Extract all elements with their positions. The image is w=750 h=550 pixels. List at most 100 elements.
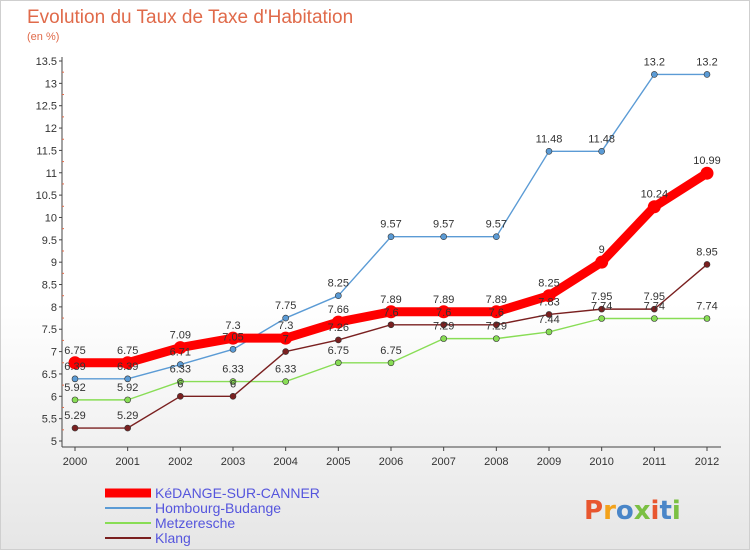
legend-label: Hombourg-Budange [155, 500, 281, 516]
data-point [595, 255, 609, 269]
data-label: 5.92 [64, 382, 85, 394]
y-tick-label: 11.5 [36, 145, 57, 157]
x-tick-label: 2012 [695, 456, 719, 468]
data-label: 7.3 [278, 320, 293, 332]
data-label: 6.39 [117, 361, 138, 373]
data-label: 6.39 [64, 361, 85, 373]
data-point [651, 305, 658, 313]
data-label: 6.75 [380, 345, 401, 357]
y-tick-label: 6.5 [42, 369, 57, 381]
data-point [387, 359, 395, 367]
y-tick-label: 11 [46, 168, 57, 180]
y-tick-label: 10.5 [36, 190, 57, 202]
data-label: 7.29 [486, 321, 507, 333]
data-point [71, 396, 79, 404]
x-tick-label: 2000 [63, 456, 87, 468]
data-point [542, 289, 556, 303]
data-label: 7.75 [275, 300, 296, 312]
data-point [71, 375, 79, 383]
y-tick-label: 9.5 [42, 235, 57, 247]
data-label: 8.25 [538, 278, 559, 290]
y-tick-label: 7 [51, 347, 57, 359]
data-point [282, 314, 289, 322]
data-label: 13.2 [696, 56, 717, 68]
data-label: 7.3 [225, 320, 240, 332]
y-tick-label: 8 [51, 302, 57, 314]
x-tick-label: 2009 [537, 456, 561, 468]
data-label: 7.29 [433, 321, 454, 333]
data-point [440, 233, 447, 240]
data-label: 5.29 [64, 410, 85, 422]
data-point [124, 375, 131, 383]
legend-label: Metzeresche [155, 515, 235, 531]
y-tick-label: 13.5 [36, 56, 57, 68]
legend-label: Klang [155, 530, 191, 546]
data-point [440, 321, 447, 329]
data-point [700, 166, 714, 180]
y-tick-label: 6 [51, 391, 57, 403]
data-label: 6 [177, 378, 183, 390]
data-point [651, 71, 658, 78]
data-point [177, 392, 184, 400]
x-tick-label: 2008 [484, 456, 508, 468]
data-point [384, 305, 398, 319]
data-point [437, 305, 451, 319]
data-label: 7.74 [644, 301, 665, 313]
x-tick-label: 2005 [326, 456, 350, 468]
data-label: 7.66 [328, 304, 349, 316]
data-label: 7.74 [591, 301, 612, 313]
data-label: 6.75 [328, 345, 349, 357]
data-point [177, 361, 184, 368]
x-tick-label: 2011 [643, 456, 667, 468]
data-label: 7.6 [436, 307, 451, 319]
data-label: 8.25 [328, 278, 349, 290]
data-label: 11.48 [536, 133, 563, 145]
data-label: 7.44 [538, 314, 559, 326]
data-label: 6.75 [117, 345, 138, 357]
data-point [545, 311, 553, 318]
data-point [387, 321, 395, 329]
data-point [229, 378, 237, 385]
data-point [489, 305, 503, 319]
data-label: 8.95 [696, 246, 717, 258]
data-label: 7.89 [433, 294, 454, 306]
data-point [440, 335, 447, 342]
data-point [598, 148, 605, 155]
y-tick-label: 5 [51, 436, 57, 448]
data-label: 6.33 [275, 364, 296, 376]
y-tick-label: 5.5 [42, 414, 57, 426]
data-point [647, 200, 661, 214]
data-point [703, 315, 711, 322]
data-point [545, 148, 553, 155]
data-point [335, 336, 342, 344]
chart-title: Evolution du Taux de Taxe d'Habitation [27, 7, 354, 28]
data-point [229, 392, 237, 400]
x-tick-label: 2001 [115, 456, 139, 468]
x-tick-label: 2004 [273, 456, 297, 468]
data-point [703, 71, 711, 78]
y-tick-label: 10 [45, 212, 57, 224]
data-label: 7 [283, 334, 289, 346]
data-label: 7.95 [591, 291, 612, 303]
data-point [335, 292, 342, 300]
x-tick-label: 2006 [379, 456, 403, 468]
data-point [493, 233, 500, 240]
y-tick-label: 12.5 [36, 101, 57, 113]
data-point [545, 328, 553, 336]
chart-subtitle: (en %) [27, 31, 60, 43]
data-label: 7.89 [380, 294, 401, 306]
y-tick-label: 9 [51, 257, 57, 269]
data-label: 5.92 [117, 382, 138, 394]
data-point [331, 315, 345, 329]
data-label: 9.57 [380, 219, 401, 231]
data-label: 7.26 [328, 322, 349, 334]
data-label: 6 [230, 378, 236, 390]
data-label: 10.24 [641, 189, 669, 201]
x-tick-label: 2010 [589, 456, 613, 468]
x-tick-label: 2007 [431, 456, 455, 468]
y-tick-label: 12 [45, 123, 57, 135]
data-point [335, 359, 342, 367]
data-point [173, 341, 187, 355]
y-tick-label: 8.5 [42, 280, 57, 292]
